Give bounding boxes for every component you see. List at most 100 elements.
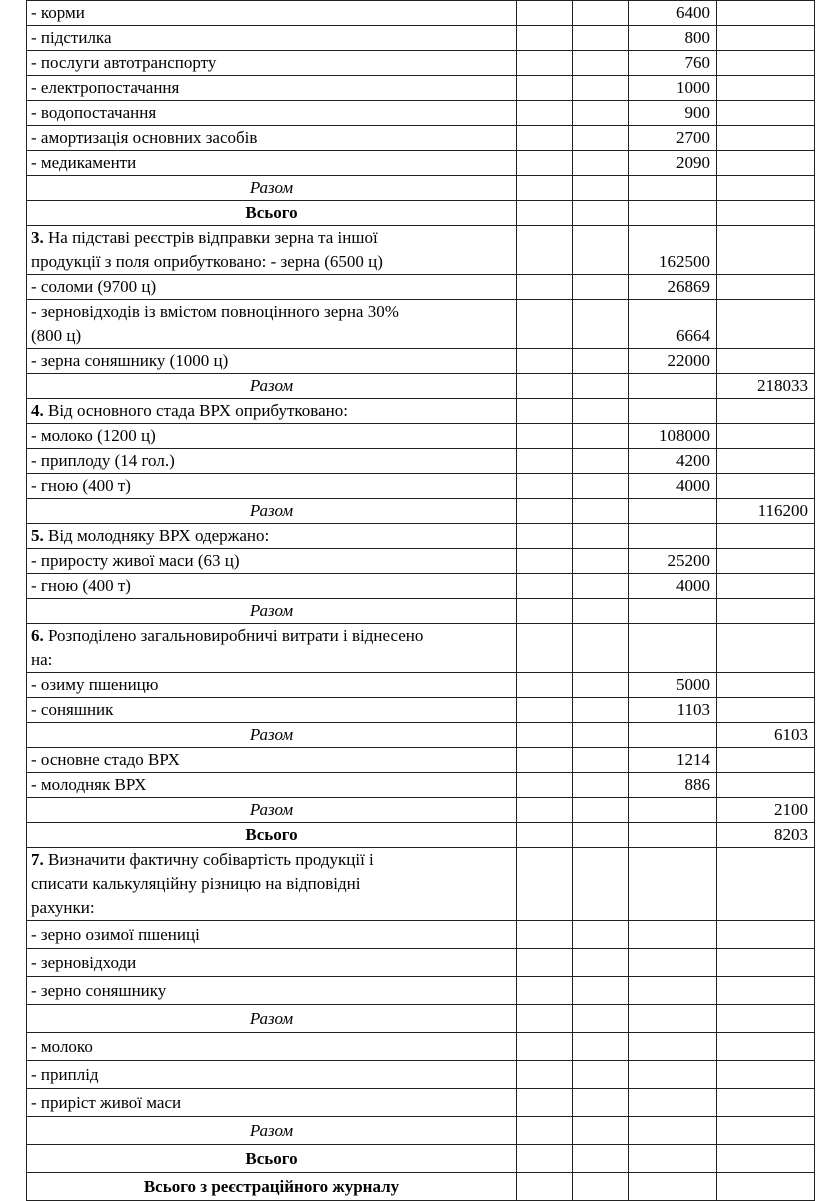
description-text: Разом <box>249 501 294 520</box>
amount-cell <box>628 175 717 201</box>
empty-cell <box>572 822 629 848</box>
empty-cell <box>572 348 629 374</box>
total-amount-cell: 116200 <box>716 498 815 524</box>
empty-cell <box>572 598 629 624</box>
empty-cell <box>516 125 573 151</box>
amount-cell <box>628 1032 717 1061</box>
empty-cell <box>516 573 573 599</box>
total-amount-cell <box>716 1032 815 1061</box>
amount-cell <box>628 1116 717 1145</box>
description-line: - зерна соняшнику (1000 ц) <box>31 350 512 373</box>
empty-cell <box>516 0 573 26</box>
description-text: - амортизація основних засобів <box>31 128 258 147</box>
amount-cell: 2090 <box>628 150 717 176</box>
description-line: - приплоду (14 гол.) <box>31 450 512 473</box>
table-row: - соломи (9700 ц) 26869 <box>26 274 815 300</box>
table-row: - корми 6400 <box>26 0 815 26</box>
description-line: Всього з реєстраційного журналу <box>31 1174 512 1200</box>
description-text: Всього <box>245 825 298 844</box>
amount-cell <box>628 797 717 823</box>
entry-number: 7. <box>31 850 44 869</box>
amount-cell <box>628 1088 717 1117</box>
description-line: Разом <box>31 1118 512 1144</box>
description-line: Всього <box>31 824 512 847</box>
description-line: Всього <box>31 202 512 225</box>
description-text: - приплід <box>31 1065 99 1084</box>
total-amount-cell <box>716 348 815 374</box>
description-line: - озиму пшеницю <box>31 674 512 697</box>
description-text: Разом <box>249 1009 294 1028</box>
description-line: 7. Визначити фактичну собівартість проду… <box>31 849 512 873</box>
table-row: - соняшник 1103 <box>26 697 815 723</box>
subtotal-row: Разом <box>26 175 815 201</box>
amount-cell: 760 <box>628 50 717 76</box>
amount-cell <box>628 398 717 424</box>
description-cell: - приріст живої маси <box>26 1088 517 1117</box>
description-line: Разом <box>31 799 512 822</box>
description-text: - гною (400 т) <box>31 476 131 495</box>
empty-cell <box>516 822 573 848</box>
table-row: 7. Визначити фактичну собівартість проду… <box>26 847 815 921</box>
empty-cell <box>516 920 573 949</box>
description-cell: Разом <box>26 373 517 399</box>
description-line: - водопостачання <box>31 102 512 125</box>
description-text: Разом <box>249 800 294 819</box>
amount-cell: 4000 <box>628 573 717 599</box>
empty-cell <box>516 175 573 201</box>
description-line: Разом <box>31 500 512 523</box>
description-cell: - озиму пшеницю <box>26 672 517 698</box>
empty-cell <box>516 50 573 76</box>
description-text: Разом <box>249 376 294 395</box>
table-row: - амортизація основних засобів 2700 <box>26 125 815 151</box>
amount-cell <box>628 920 717 949</box>
table-row: - послуги автотранспорту 760 <box>26 50 815 76</box>
description-text: - молоко (1200 ц) <box>31 426 156 445</box>
empty-cell <box>572 976 629 1005</box>
entry-number: 6. <box>31 626 44 645</box>
empty-cell <box>516 772 573 798</box>
description-text: Разом <box>249 178 294 197</box>
description-text: - зерно озимої пшениці <box>31 925 200 944</box>
description-cell: - молоко (1200 ц) <box>26 423 517 449</box>
empty-cell <box>516 448 573 474</box>
description-line: - підстилка <box>31 27 512 50</box>
empty-cell <box>572 50 629 76</box>
empty-cell <box>516 498 573 524</box>
empty-cell <box>516 697 573 723</box>
entry-number: 3. <box>31 228 44 247</box>
description-line: - зерно озимої пшениці <box>31 922 512 948</box>
description-text: продукції з поля оприбутковано: - зерна … <box>31 252 383 271</box>
total-amount-cell <box>716 920 815 949</box>
amount-cell: 800 <box>628 25 717 51</box>
empty-cell <box>516 797 573 823</box>
description-text: - молодняк ВРХ <box>31 775 147 794</box>
total-amount-cell <box>716 448 815 474</box>
description-cell: 4. Від основного стада ВРХ оприбутковано… <box>26 398 517 424</box>
description-text: - електропостачання <box>31 78 180 97</box>
total-row: Всього <box>26 200 815 226</box>
amount-cell <box>628 822 717 848</box>
amount-cell <box>628 847 717 921</box>
total-amount-cell <box>716 299 815 349</box>
description-text: Розподілено загальновиробничі витрати і … <box>43 626 424 645</box>
empty-cell <box>572 200 629 226</box>
empty-cell <box>572 1032 629 1061</box>
table-row: 4. Від основного стада ВРХ оприбутковано… <box>26 398 815 424</box>
subtotal-row: Разом <box>26 598 815 624</box>
description-text: - підстилка <box>31 28 112 47</box>
description-line: продукції з поля оприбутковано: - зерна … <box>31 250 512 274</box>
amount-cell: 25200 <box>628 548 717 574</box>
total-amount-cell <box>716 25 815 51</box>
total-amount-cell <box>716 1004 815 1033</box>
description-cell: - приросту живої маси (63 ц) <box>26 548 517 574</box>
description-line: 6. Розподілено загальновиробничі витрати… <box>31 625 512 649</box>
empty-cell <box>572 498 629 524</box>
empty-cell <box>516 25 573 51</box>
empty-cell <box>516 948 573 977</box>
description-text: - соломи (9700 ц) <box>31 277 157 296</box>
empty-cell <box>572 1116 629 1145</box>
empty-cell <box>572 100 629 126</box>
description-cell: 7. Визначити фактичну собівартість проду… <box>26 847 517 921</box>
description-text: Визначити фактичну собівартість продукці… <box>43 850 374 869</box>
description-line: Разом <box>31 177 512 200</box>
